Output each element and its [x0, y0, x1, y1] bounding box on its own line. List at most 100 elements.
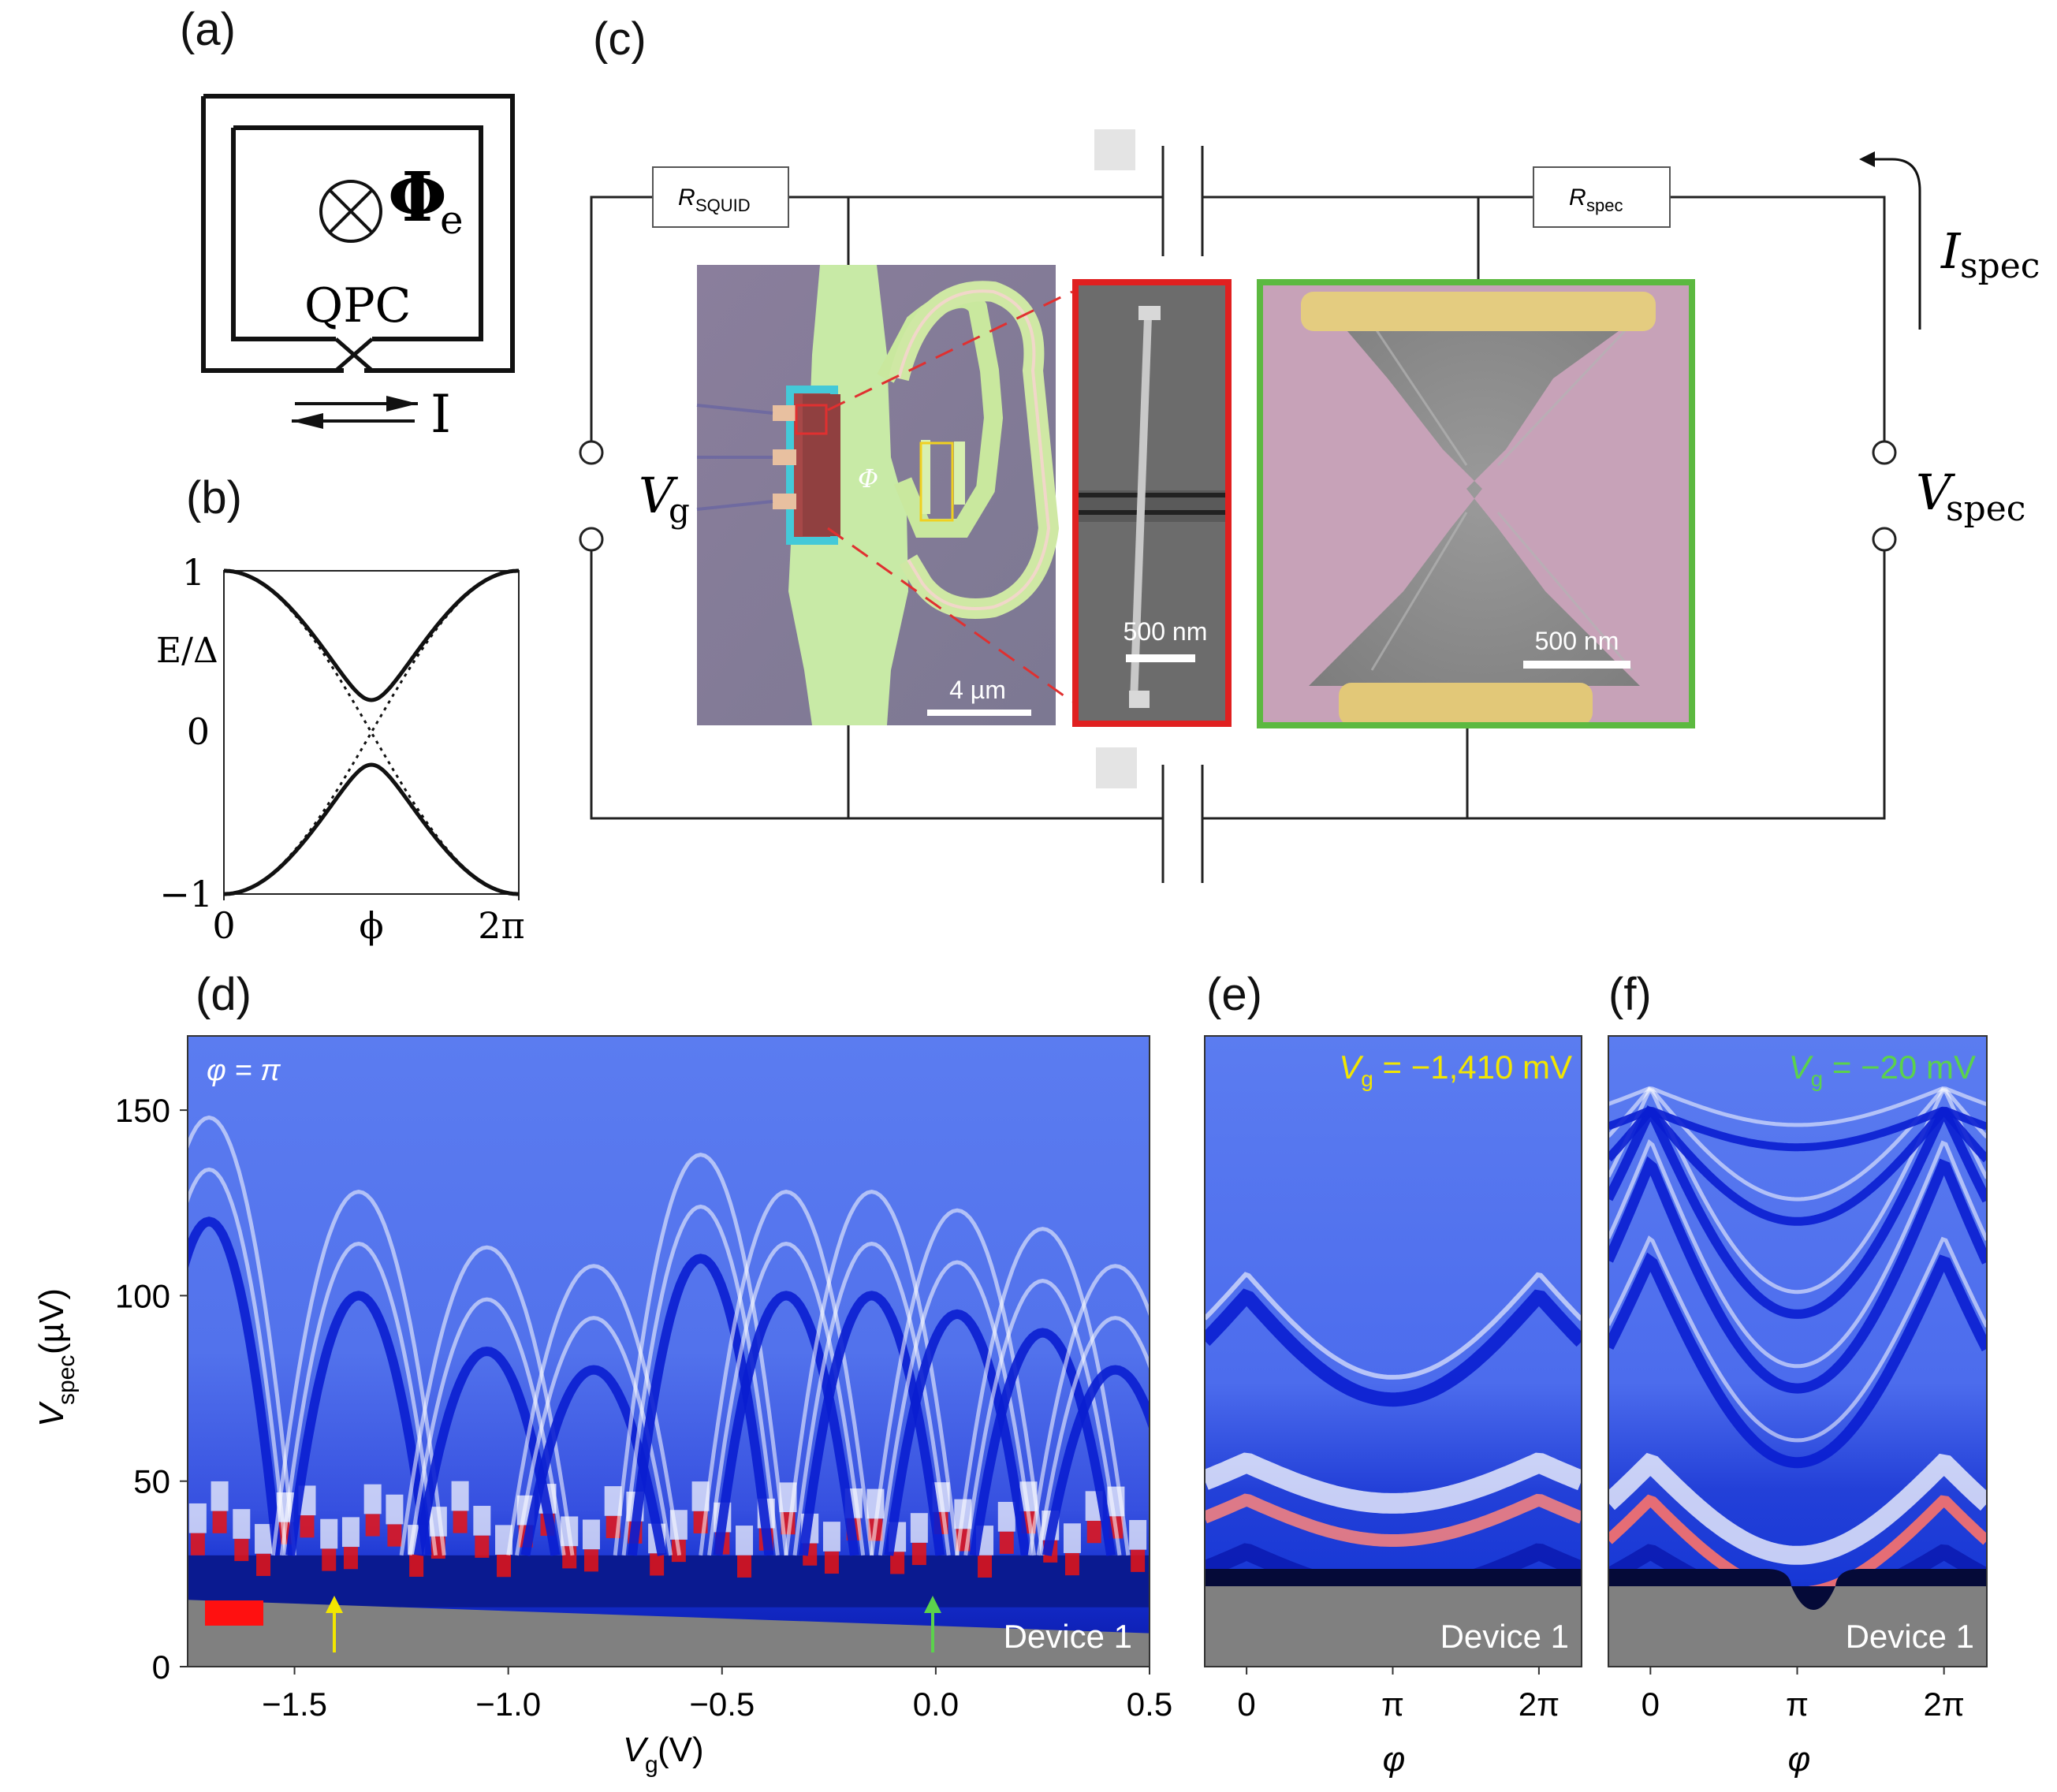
xtick-label: −1.5	[262, 1686, 327, 1723]
resonance-arc	[963, 1279, 1122, 1556]
xtick-label: π	[1786, 1686, 1809, 1723]
svg-text:V: V	[32, 1401, 71, 1427]
svg-text:spec: spec	[54, 1355, 80, 1405]
resonance-red-spot	[365, 1514, 380, 1537]
resonance-red-spot	[911, 1542, 926, 1566]
current-arrows-icon	[292, 396, 418, 429]
resonance-red-spot	[1086, 1520, 1101, 1544]
upper-line-halo	[1205, 1272, 1582, 1380]
current-label: I	[430, 384, 451, 445]
r-squid-sub: SQUID	[695, 196, 751, 215]
resonance-red-spot	[256, 1553, 271, 1576]
vg-sub: g	[669, 491, 690, 530]
r-spec-sub: spec	[1586, 196, 1623, 215]
xtick-label: 0.5	[1127, 1686, 1172, 1723]
sem-nanowire-image: 500 nm	[1072, 279, 1232, 727]
panel-f-heatmap: Vg = −20 mV Device 1 0 π 2π φ	[1608, 1035, 1988, 1779]
current-direction-arrow-icon	[1859, 151, 1921, 330]
resonance-white-spot	[1063, 1523, 1081, 1553]
panel-e-heatmap: Vg = −1,410 mV Device 1 0 π 2π φ	[1204, 1035, 1582, 1779]
xtick-label: 2π	[1923, 1686, 1964, 1723]
resonance-red-spot	[1131, 1549, 1146, 1572]
device-label-e: Device 1	[1440, 1618, 1569, 1655]
zoom-lines	[827, 290, 1073, 703]
resonance-arc	[1027, 1264, 1150, 1556]
panel-label-f: (f)	[1608, 969, 1652, 1020]
resonance-arc	[188, 1115, 297, 1556]
resonance-white-spot	[473, 1506, 491, 1536]
upper-line	[1608, 1156, 1987, 1394]
resonance-red-spot	[475, 1535, 490, 1558]
resonance-red-spot	[409, 1554, 424, 1577]
upper-line	[1608, 1252, 1987, 1469]
panel-c-circuit: R SQUID R spec V g V spec I spec Φ 4 µm	[579, 129, 2040, 883]
resonance-arc	[1036, 1316, 1150, 1556]
resonance-red-spot	[322, 1548, 337, 1571]
xtick-0: 0	[212, 904, 235, 947]
resonance-white-spot	[1129, 1520, 1147, 1550]
x-axis: 0 π 2π	[1642, 1667, 1965, 1723]
ytick-minus1: −1	[159, 873, 213, 915]
resonance-red-spot	[583, 1549, 598, 1572]
f-xlabel: φ	[1788, 1740, 1811, 1779]
ylabel: E/Δ	[156, 631, 218, 671]
plot-frame	[223, 570, 520, 895]
optical-micrograph: Φ 4 µm	[696, 265, 1060, 725]
resonance-white-spot	[604, 1486, 622, 1516]
resonance-arc	[285, 1291, 432, 1556]
xtick-label: π	[1381, 1686, 1404, 1723]
ispec-label: I	[1940, 222, 1962, 280]
optical-flux-label: Φ	[858, 464, 878, 494]
ytick-label: 50	[133, 1463, 170, 1500]
abs-lower-branch	[224, 762, 519, 896]
red-marker	[205, 1600, 263, 1626]
panel-def-heatmaps: φ = π Device 1 150 100 50 0 −1.5 −1.0 −0.5 0.0…	[32, 1035, 1988, 1779]
resonance-red-spot	[212, 1511, 227, 1533]
resonance-white-spot	[386, 1494, 404, 1525]
vg-terminal-top	[579, 440, 604, 465]
resonance-white-spot	[211, 1481, 229, 1511]
flux-label-sub: e	[440, 197, 464, 243]
d-ylabel: V spec (µV)	[32, 1288, 80, 1427]
sem-red-scale-bar	[1126, 654, 1195, 662]
d-xlabel: V	[623, 1731, 649, 1769]
resonance-red-spot	[1064, 1552, 1079, 1576]
resonance-red-spot	[190, 1533, 205, 1555]
sem-red-frame	[1072, 279, 1232, 727]
qpc-label: QPC	[304, 278, 411, 333]
device-label-f: Device 1	[1846, 1618, 1974, 1655]
r-spec-label: R	[1569, 184, 1586, 210]
resonance-white-spot	[910, 1513, 928, 1543]
resonance-arc	[713, 1291, 859, 1556]
r-spec-resistor	[1533, 166, 1671, 228]
resonance-red-spot	[737, 1555, 752, 1578]
resonance-red-spot	[497, 1555, 512, 1578]
abs-transparent-lower	[224, 729, 519, 896]
abs-transparent-upper	[224, 569, 519, 736]
resonance-red-spot	[387, 1524, 402, 1547]
device-label-d: Device 1	[1004, 1618, 1132, 1655]
resonance-red-spot	[453, 1511, 468, 1533]
resonance-red-spot	[824, 1551, 839, 1574]
r-squid-label: R	[678, 184, 695, 210]
svg-text:(µV): (µV)	[32, 1288, 71, 1354]
yellow-arrow-icon	[326, 1596, 343, 1652]
resonance-red-spot	[999, 1531, 1014, 1554]
ytick-1: 1	[182, 551, 205, 594]
xtick-2pi: 2π	[478, 904, 525, 947]
resonance-arc	[413, 1346, 561, 1556]
resonance-arc	[279, 1241, 438, 1556]
xtick-label: 2π	[1519, 1686, 1560, 1723]
sem-green-scale-bar	[1523, 661, 1630, 669]
sem-constriction-image: 500 nm	[1257, 279, 1695, 728]
flux-label: Φ	[388, 158, 447, 237]
ytick-label: 100	[115, 1277, 170, 1314]
resonance-arc	[188, 1167, 289, 1556]
resonance-arc	[408, 1297, 566, 1556]
e-annotation: Vg = −1,410 mV	[1339, 1049, 1572, 1091]
xtick-label: 0	[1642, 1686, 1660, 1723]
lowest-line-halo	[1608, 1452, 1987, 1565]
bondpad-bottom	[1096, 747, 1137, 788]
bondpad-top	[1094, 129, 1135, 170]
upper-line	[1608, 1105, 1987, 1319]
